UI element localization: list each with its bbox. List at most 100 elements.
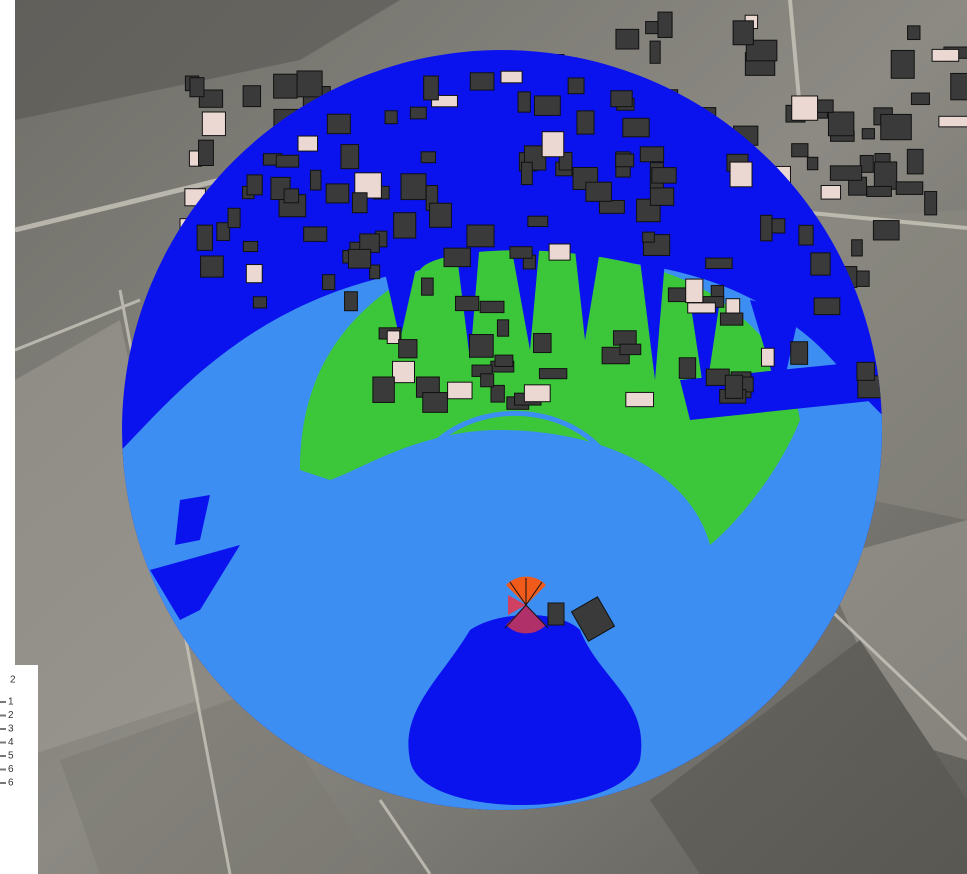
building — [547, 602, 565, 626]
building — [598, 199, 625, 214]
building — [344, 291, 358, 312]
building — [273, 73, 298, 99]
building — [392, 360, 415, 384]
building — [494, 354, 514, 367]
building — [790, 341, 809, 365]
building — [431, 94, 458, 108]
building — [576, 110, 595, 135]
building — [500, 70, 523, 84]
building — [610, 90, 633, 108]
building — [851, 239, 863, 257]
building — [326, 113, 351, 135]
building — [198, 89, 224, 108]
building — [242, 85, 262, 108]
building — [570, 596, 616, 642]
building — [325, 183, 350, 204]
building — [533, 332, 552, 354]
building — [490, 384, 505, 403]
building — [685, 278, 704, 304]
building — [924, 191, 938, 216]
building — [856, 361, 875, 381]
building — [827, 111, 855, 137]
building — [201, 111, 226, 137]
building — [533, 95, 561, 116]
building — [480, 373, 495, 388]
building — [719, 312, 744, 326]
building — [615, 153, 635, 168]
building — [612, 330, 637, 346]
legend-label: 5 — [8, 751, 14, 762]
legend-label: 1 — [8, 697, 14, 708]
building — [340, 144, 360, 170]
building — [548, 243, 571, 261]
building — [386, 330, 401, 345]
building — [429, 202, 452, 228]
building — [275, 154, 300, 168]
building — [820, 184, 842, 200]
building — [454, 295, 480, 312]
building — [745, 39, 778, 62]
building — [322, 274, 336, 291]
building — [866, 185, 892, 197]
legend-label: 3 — [8, 724, 14, 735]
building — [400, 173, 427, 201]
building — [479, 300, 505, 314]
building — [651, 167, 677, 184]
building — [466, 224, 495, 248]
building — [798, 224, 814, 246]
building — [619, 343, 642, 356]
building — [873, 161, 898, 190]
building — [423, 75, 439, 101]
legend: 2 1 2 3 4 5 6 6 — [0, 665, 38, 874]
building — [245, 264, 263, 284]
building — [296, 70, 323, 98]
building — [622, 117, 650, 138]
transmitter — [504, 576, 549, 634]
building — [791, 143, 809, 158]
building — [509, 246, 533, 259]
buildings-inside — [196, 70, 882, 642]
building — [678, 357, 697, 379]
building — [791, 95, 819, 121]
building — [760, 214, 773, 242]
building — [950, 72, 967, 101]
building — [369, 264, 381, 280]
building — [724, 374, 744, 399]
building — [496, 319, 510, 337]
building — [541, 131, 565, 158]
building — [649, 187, 675, 206]
building — [810, 252, 831, 276]
building — [585, 181, 612, 202]
building — [538, 368, 568, 380]
building — [517, 91, 531, 113]
building — [931, 48, 960, 62]
building — [443, 247, 471, 268]
building — [421, 277, 434, 296]
legend-label: 6 — [8, 778, 14, 789]
building — [910, 92, 930, 106]
building — [806, 156, 819, 171]
building — [309, 169, 322, 191]
building — [246, 174, 263, 196]
legend-panel — [0, 665, 38, 874]
building — [639, 146, 665, 163]
building — [468, 334, 494, 358]
building — [227, 207, 241, 229]
building — [297, 135, 319, 152]
building — [198, 139, 214, 167]
building — [523, 384, 551, 403]
building — [527, 215, 549, 227]
building — [252, 296, 268, 309]
building — [615, 28, 640, 50]
legend-title-fragment: 2 — [10, 675, 16, 686]
building — [520, 161, 533, 186]
building — [351, 192, 368, 214]
coverage-disc — [122, 50, 882, 810]
building — [645, 21, 660, 35]
legend-label: 4 — [8, 737, 14, 748]
building — [705, 257, 733, 269]
building — [398, 339, 418, 359]
building — [422, 392, 448, 413]
building — [732, 20, 754, 46]
